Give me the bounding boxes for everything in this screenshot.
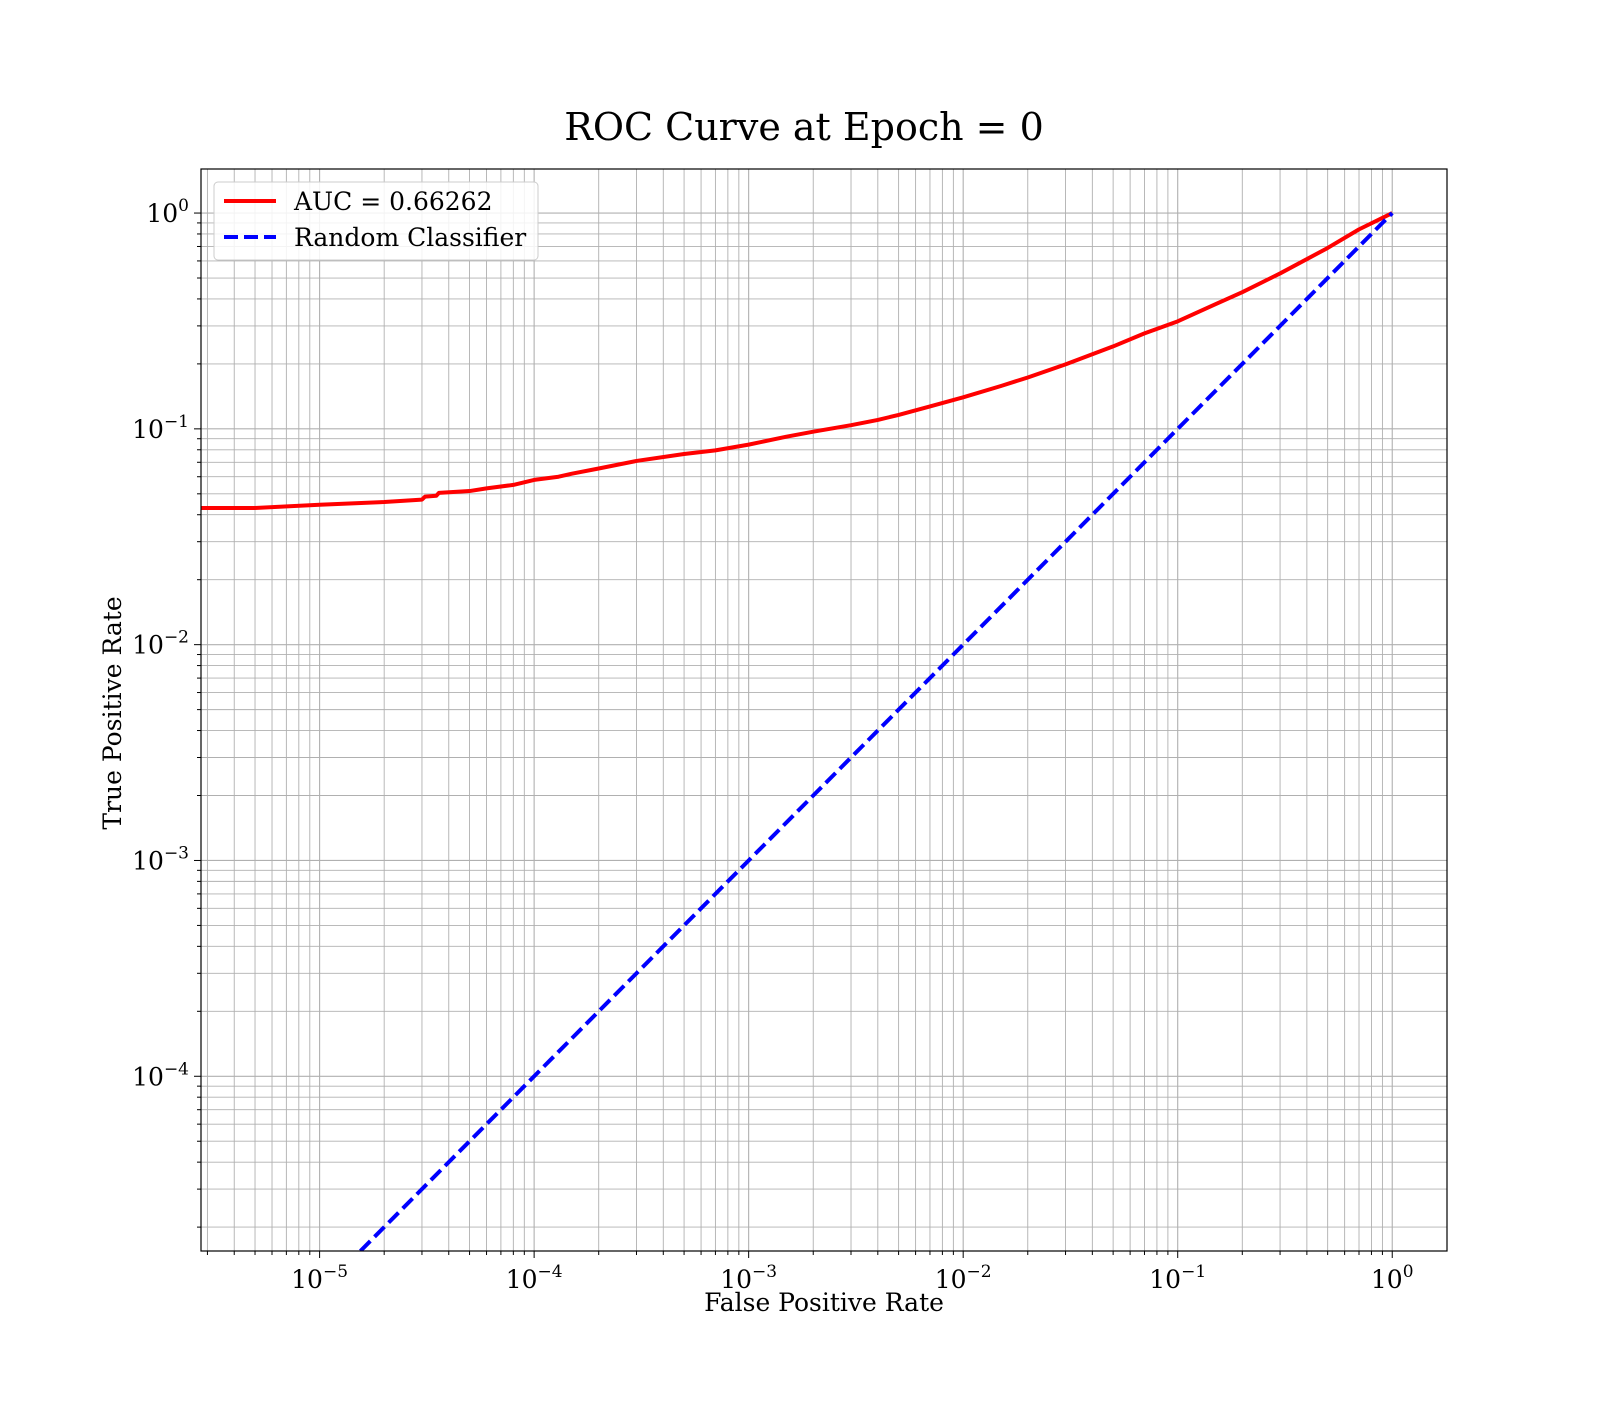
x-tick-base: 10 <box>506 1265 538 1294</box>
random-classifier-line <box>359 211 1394 1251</box>
y-axis-label: True Positive Rate <box>98 596 127 829</box>
y-tick-label: 10−2 <box>132 628 189 660</box>
y-tick-base: 10 <box>132 846 164 875</box>
x-tick-label: 100 <box>1371 1262 1414 1294</box>
x-tick-base: 10 <box>291 1265 323 1294</box>
x-tick-exponent: −2 <box>967 1262 992 1282</box>
x-tick-label: 10−1 <box>1149 1262 1206 1294</box>
chart-title: ROC Curve at Epoch = 0 <box>564 105 1044 149</box>
x-tick-label: 10−5 <box>291 1262 348 1294</box>
x-tick-base: 10 <box>720 1265 752 1294</box>
y-tick-exponent: −3 <box>164 843 189 863</box>
legend-label-auc: AUC = 0.66262 <box>293 187 492 216</box>
x-tick-base: 10 <box>1371 1265 1403 1294</box>
x-tick-label: 10−3 <box>720 1262 777 1294</box>
x-tick-base: 10 <box>1149 1265 1181 1294</box>
y-tick-base: 10 <box>132 1062 164 1091</box>
legend: AUC = 0.66262 Random Classifier <box>213 181 539 261</box>
x-tick-exponent: −4 <box>538 1262 563 1282</box>
y-tick-base: 10 <box>132 631 164 660</box>
grid <box>201 169 1447 1251</box>
y-tick-exponent: 0 <box>178 196 189 216</box>
ticks: 10−5 10−4 10−3 10−2 10−1 10010010−110−210−310… <box>132 196 1413 1294</box>
y-tick-exponent: −2 <box>164 628 189 648</box>
plot-series <box>201 211 1394 1251</box>
y-tick-label: 10−3 <box>132 843 189 875</box>
x-tick-exponent: −1 <box>1181 1262 1206 1282</box>
legend-label-random: Random Classifier <box>294 223 526 252</box>
y-tick-exponent: −1 <box>164 412 189 432</box>
legend-box <box>213 181 539 261</box>
x-axis-label: False Positive Rate <box>704 1288 944 1317</box>
y-tick-base: 10 <box>132 415 164 444</box>
x-tick-base: 10 <box>935 1265 967 1294</box>
x-tick-exponent: −5 <box>323 1262 348 1282</box>
y-tick-label: 10−1 <box>132 412 189 444</box>
roc-curve-line <box>201 211 1394 510</box>
x-tick-exponent: −3 <box>752 1262 777 1282</box>
y-tick-label: 100 <box>146 196 189 228</box>
y-tick-exponent: −4 <box>164 1059 189 1079</box>
y-tick-label: 10−4 <box>132 1059 189 1091</box>
y-tick-base: 10 <box>146 199 178 228</box>
x-tick-label: 10−2 <box>935 1262 992 1294</box>
x-tick-label: 10−4 <box>506 1262 563 1294</box>
x-tick-exponent: 0 <box>1403 1262 1414 1282</box>
